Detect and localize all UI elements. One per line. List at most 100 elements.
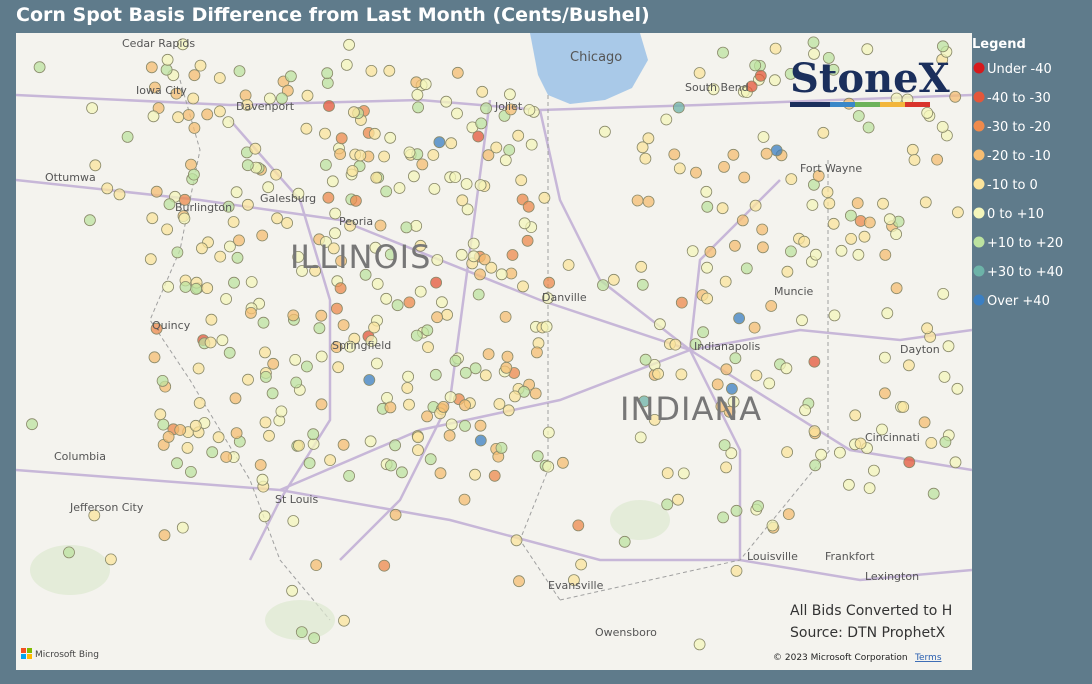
bid-dot: [321, 77, 334, 89]
bid-dot: [472, 288, 485, 301]
bid-dot: [271, 212, 284, 225]
city-label: Davenport: [236, 100, 295, 113]
bid-dot: [949, 90, 962, 103]
bid-dot: [750, 369, 763, 382]
bid-dot: [300, 360, 313, 373]
bid-dot: [500, 361, 513, 374]
city-label: Evansville: [548, 579, 604, 592]
bid-dot: [475, 117, 488, 130]
city-label: Frankfort: [825, 550, 875, 563]
bid-dot: [257, 316, 270, 329]
bid-dot: [654, 318, 666, 331]
bid-dot: [745, 80, 758, 93]
bid-dot: [230, 427, 243, 440]
bid-dot: [458, 493, 471, 506]
legend-label: -30 to -20: [987, 120, 1051, 135]
bid-dot: [736, 214, 749, 227]
bid-dot: [727, 148, 740, 161]
bid-dot: [412, 444, 424, 457]
bid-dot: [510, 534, 523, 547]
bid-dot: [636, 141, 649, 154]
bid-dot: [340, 59, 353, 71]
bid-dot: [952, 206, 964, 219]
bid-dot: [459, 399, 471, 412]
bid-dot: [522, 200, 535, 213]
bid-dot: [717, 511, 729, 524]
bid-dot: [648, 413, 661, 426]
bid-dot: [730, 504, 743, 517]
bid-dot: [542, 292, 554, 305]
bid-dot: [410, 219, 423, 232]
state-label: INDIANA: [620, 390, 762, 428]
bid-dot: [469, 362, 482, 375]
bid-dot: [474, 434, 487, 447]
bid-dot: [205, 313, 218, 326]
bid-dot: [368, 127, 381, 140]
bid-dot: [525, 138, 538, 151]
terms-link[interactable]: Terms: [914, 653, 942, 663]
state-label: ILLINOIS: [290, 238, 431, 276]
bid-dot: [740, 262, 753, 275]
bid-dot: [63, 546, 75, 559]
bid-dot: [430, 276, 443, 289]
bid-dot: [429, 368, 442, 381]
bid-dot: [315, 309, 328, 322]
bid-dot: [828, 309, 841, 322]
bid-dot: [726, 382, 738, 395]
bid-dot: [263, 92, 276, 105]
legend-marker: [973, 236, 985, 248]
bid-dot: [287, 515, 300, 527]
bid-dot: [223, 240, 236, 253]
legend-label: -40 to -30: [987, 91, 1051, 106]
bid-dot: [378, 150, 391, 163]
bid-dot: [161, 53, 174, 66]
bid-dot: [105, 553, 117, 566]
bid-dot: [729, 352, 742, 365]
bid-dot: [476, 85, 489, 98]
bid-dot: [673, 162, 686, 175]
bid-dot: [809, 459, 822, 472]
bid-dot: [26, 418, 38, 431]
bid-dot: [693, 638, 706, 651]
bid-dot: [540, 320, 553, 333]
bid-dot: [807, 36, 820, 49]
bid-dot: [796, 314, 808, 327]
bid-dot: [262, 181, 275, 194]
bid-dot: [543, 276, 555, 289]
bid-dot: [562, 259, 575, 271]
city-label: Indianapolis: [694, 340, 761, 353]
bid-dot: [89, 159, 102, 172]
bid-dot: [782, 508, 795, 520]
bid-dot: [434, 467, 447, 480]
bid-dot: [445, 418, 458, 431]
bid-dot: [919, 196, 932, 209]
legend-marker: [973, 207, 985, 219]
bid-dot: [284, 70, 297, 83]
bid-dot: [330, 341, 343, 354]
bid-dot: [338, 614, 350, 627]
bid-dot: [927, 487, 940, 500]
bid-dot: [401, 382, 414, 394]
bid-dot: [618, 535, 631, 548]
bid-dot: [725, 447, 738, 460]
bid-dot: [326, 175, 339, 188]
bid-dot: [770, 144, 783, 157]
bid-dot: [190, 282, 203, 295]
bid-dot: [403, 296, 416, 309]
bid-dot: [369, 241, 382, 254]
bid-dot: [720, 363, 733, 376]
note: All Bids Converted to H: [790, 603, 952, 619]
bid-dot: [227, 216, 240, 228]
bid-dot: [192, 362, 205, 375]
bid-dot: [521, 234, 534, 247]
bid-dot: [441, 308, 454, 321]
bid-dot: [937, 287, 950, 300]
bid-dot: [206, 446, 219, 459]
bid-dot: [474, 268, 486, 281]
bid-dot: [216, 334, 229, 347]
bid-dot: [701, 292, 713, 305]
legend-marker: [973, 91, 985, 103]
bid-dot: [675, 296, 688, 309]
bid-dot: [921, 322, 933, 335]
